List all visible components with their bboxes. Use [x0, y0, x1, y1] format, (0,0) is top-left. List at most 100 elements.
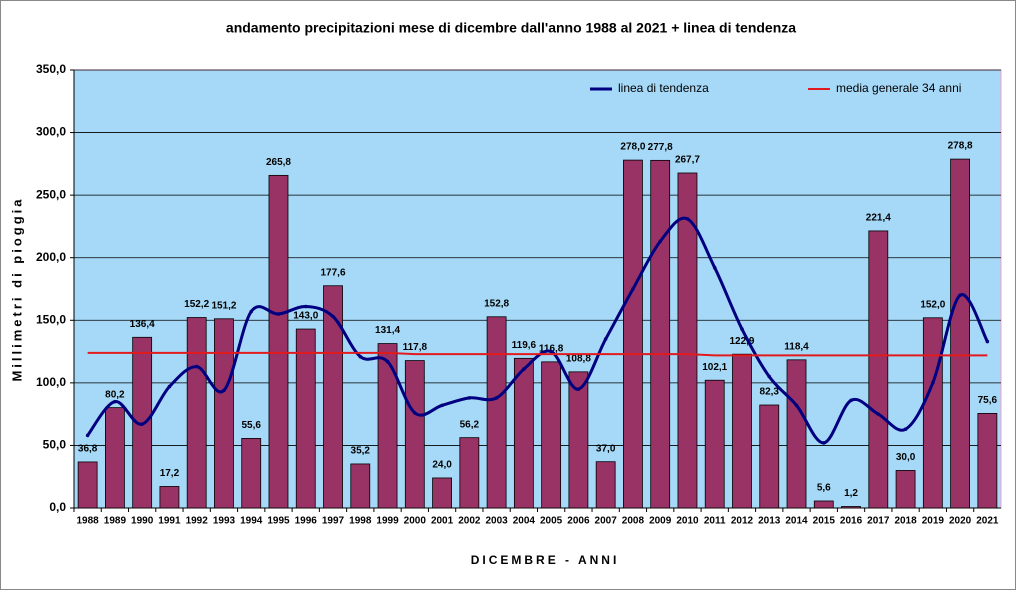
line-point: [903, 427, 908, 431]
value-label: 152,0: [920, 299, 945, 310]
x-tick-label: 1996: [295, 516, 318, 527]
y-tick-label: 350,0: [36, 62, 66, 76]
value-label: 136,4: [130, 319, 155, 330]
line-point: [222, 388, 226, 393]
line-point: [249, 309, 254, 314]
line-point: [522, 367, 526, 371]
x-tick-label: 1991: [158, 516, 181, 527]
bar: [732, 353, 752, 509]
x-tick-label: 2001: [431, 516, 454, 527]
value-label: 56,2: [460, 419, 480, 430]
x-tick-label: 2008: [622, 516, 645, 527]
x-tick-label: 2019: [922, 516, 945, 527]
x-tick-label: 1994: [240, 516, 263, 527]
x-tick-label: 2015: [813, 516, 836, 527]
x-tick-label: 2000: [404, 516, 427, 527]
value-label: 119,6: [512, 340, 537, 351]
bar: [513, 357, 534, 509]
bar: [623, 159, 643, 509]
value-label: 265,8: [266, 157, 291, 168]
line-point: [931, 381, 935, 385]
value-label: 221,4: [866, 213, 891, 224]
bar: [241, 438, 262, 509]
line-point: [849, 398, 853, 403]
bar: [704, 379, 725, 509]
line-point: [331, 314, 335, 319]
line-point: [794, 403, 799, 408]
line-point: [876, 412, 881, 416]
x-tick-label: 1990: [131, 516, 154, 527]
plot-area: [73, 69, 1002, 509]
bar: [77, 461, 98, 509]
line-point: [194, 364, 199, 369]
value-label: 36,8: [78, 444, 98, 455]
line-point: [467, 396, 472, 400]
bar: [950, 158, 971, 509]
y-axis-label: Millimetri di pioggia: [9, 196, 24, 381]
bar: [104, 407, 125, 509]
line-point: [985, 339, 990, 344]
line-point: [712, 265, 717, 270]
bar: [922, 317, 943, 509]
x-tick-label: 2016: [840, 516, 863, 527]
value-label: 152,2: [184, 299, 209, 310]
value-label: 116,8: [539, 343, 564, 354]
x-axis-label: DICEMBRE - ANNI: [471, 553, 620, 567]
x-tick-label: 2013: [758, 516, 781, 527]
value-label: 5,6: [817, 483, 831, 494]
x-tick-label: 2005: [540, 516, 563, 527]
x-tick-label: 2012: [731, 516, 754, 527]
x-tick-label: 2010: [676, 516, 699, 527]
bar: [159, 486, 180, 509]
x-tick-label: 1998: [349, 516, 372, 527]
value-label: 82,3: [760, 387, 780, 398]
bar: [650, 159, 671, 509]
chart-title: andamento precipitazioni mese di dicembr…: [226, 20, 796, 36]
x-tick-label: 2011: [704, 516, 726, 527]
line-point: [740, 327, 744, 331]
value-label: 80,2: [105, 389, 125, 400]
line-point: [549, 349, 553, 354]
value-label: 30,0: [896, 452, 916, 463]
bar: [977, 412, 998, 509]
x-tick-label: 1995: [267, 516, 290, 527]
line-point: [413, 411, 417, 415]
value-label: 55,6: [241, 420, 261, 431]
value-label: 24,0: [432, 460, 452, 471]
value-label: 108,8: [566, 353, 591, 364]
bar: [786, 359, 807, 509]
bar: [459, 437, 480, 509]
value-label: 118,4: [784, 341, 809, 352]
bar: [350, 463, 371, 509]
line-point: [958, 293, 962, 298]
value-label: 143,0: [293, 311, 318, 322]
value-label: 177,6: [320, 267, 345, 278]
line-point: [303, 304, 308, 309]
legend-label: media generale 34 anni: [836, 81, 961, 95]
bar: [868, 230, 889, 509]
line-point: [440, 403, 444, 408]
value-label: 35,2: [351, 446, 371, 457]
x-tick-label: 2018: [894, 516, 917, 527]
line-point: [576, 387, 581, 391]
x-tick-label: 2006: [567, 516, 590, 527]
value-label: 267,7: [675, 155, 700, 166]
value-label: 278,0: [620, 142, 645, 153]
line-point: [140, 422, 144, 426]
y-tick-label: 250,0: [36, 187, 66, 201]
line-point: [603, 337, 608, 341]
value-label: 117,8: [403, 342, 428, 353]
legend-label: linea di tendenza: [618, 81, 709, 95]
x-tick-label: 1999: [376, 516, 399, 527]
x-tick-label: 2014: [785, 516, 808, 527]
y-tick-label: 300,0: [36, 125, 66, 139]
line-point: [658, 239, 662, 244]
bar: [841, 506, 861, 509]
line-point: [821, 441, 826, 445]
bar: [268, 174, 289, 509]
line-point: [767, 374, 772, 379]
y-tick-label: 50,0: [43, 438, 67, 452]
bar: [677, 172, 698, 509]
bar: [377, 343, 398, 509]
